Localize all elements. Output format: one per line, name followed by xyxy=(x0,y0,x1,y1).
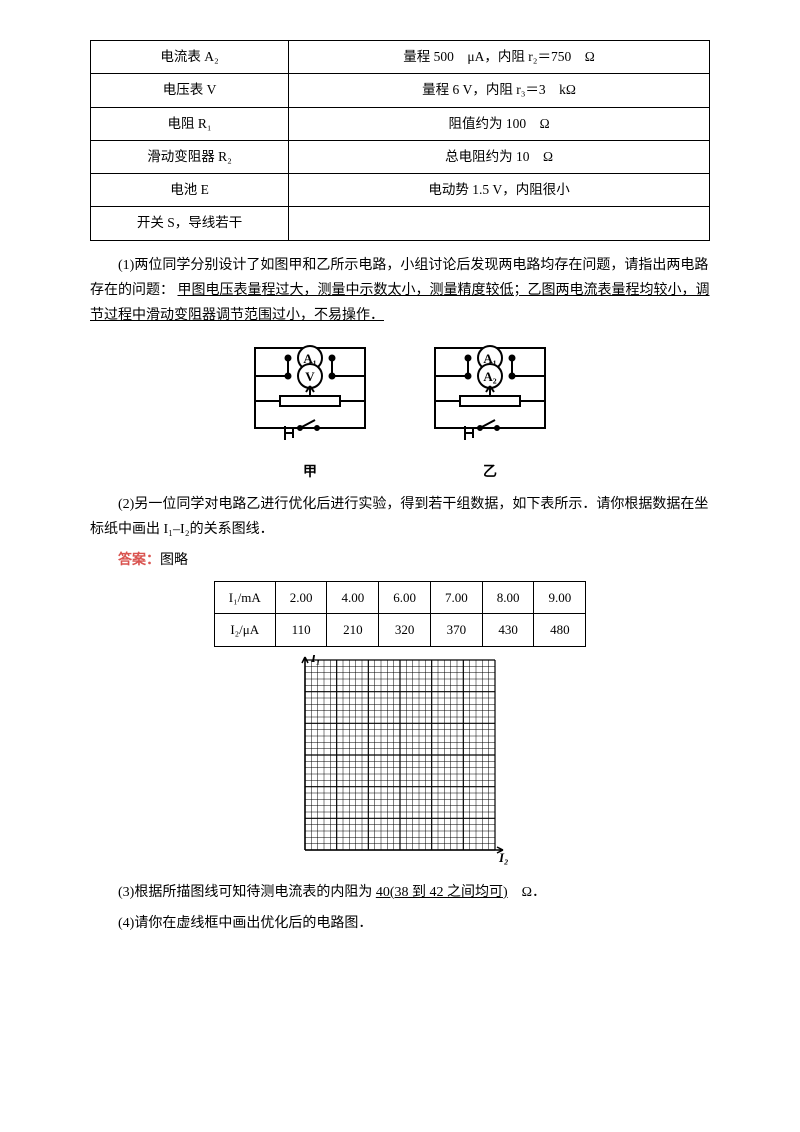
circuit-diagrams: A₁ V 甲 A₁ A₂ 乙 xyxy=(90,338,710,485)
equip-name: 电阻 R₁ xyxy=(91,107,289,140)
equip-spec: 量程 500 μA，内阻 r₂＝750 Ω xyxy=(289,41,710,74)
equipment-table: 电流表 A₂量程 500 μA，内阻 r₂＝750 Ω电压表 V量程 6 V，内… xyxy=(90,40,710,241)
circuit-jia-svg: A₁ V xyxy=(245,338,375,458)
grid-svg: I₁ I₂ xyxy=(285,655,515,870)
equip-name: 电池 E xyxy=(91,174,289,207)
svg-text:I₂: I₂ xyxy=(498,850,509,865)
svg-text:A₁: A₁ xyxy=(483,351,496,366)
graph-grid: I₁ I₂ xyxy=(90,655,710,870)
answer-label: 答案： xyxy=(118,553,160,568)
equip-name: 电压表 V xyxy=(91,74,289,107)
equip-name: 开关 S，导线若干 xyxy=(91,207,289,240)
svg-text:V: V xyxy=(305,369,315,384)
equip-name: 滑动变阻器 R₂ xyxy=(91,140,289,173)
question-4: (4)请你在虚线框中画出优化后的电路图． xyxy=(90,911,710,936)
circuit-yi: A₁ A₂ 乙 xyxy=(425,338,555,485)
q3-underline: 40(38 到 42 之间均可) xyxy=(376,885,508,900)
label-yi: 乙 xyxy=(483,460,497,485)
table-row: 滑动变阻器 R₂总电阻约为 10 Ω xyxy=(91,140,710,173)
answer-2: 答案：图略 xyxy=(90,548,710,573)
q3-text-b: Ω． xyxy=(508,885,546,900)
label-jia: 甲 xyxy=(303,460,317,485)
equip-name: 电流表 A₂ xyxy=(91,41,289,74)
equip-spec: 量程 6 V，内阻 r₃＝3 kΩ xyxy=(289,74,710,107)
table-row: 电流表 A₂量程 500 μA，内阻 r₂＝750 Ω xyxy=(91,41,710,74)
equip-spec: 总电阻约为 10 Ω xyxy=(289,140,710,173)
equip-spec: 电动势 1.5 V，内阻很小 xyxy=(289,174,710,207)
question-1: (1)两位同学分别设计了如图甲和乙所示电路，小组讨论后发现两电路均存在问题，请指… xyxy=(90,253,710,329)
svg-text:I₁: I₁ xyxy=(310,655,321,665)
equip-spec: 阻值约为 100 Ω xyxy=(289,107,710,140)
equip-spec xyxy=(289,207,710,240)
q1-answer-underline: 甲图电压表量程过大，测量中示数太小，测量精度较低；乙图两电流表量程均较小，调节过… xyxy=(90,283,710,323)
answer-2-text: 图略 xyxy=(160,553,188,568)
data-table: I₁/mA2.004.006.007.008.009.00 I₂/μA11021… xyxy=(214,581,586,647)
question-3: (3)根据所描图线可知待测电流表的内阻为 40(38 到 42 之间均可) Ω． xyxy=(90,880,710,905)
table-row: 电压表 V量程 6 V，内阻 r₃＝3 kΩ xyxy=(91,74,710,107)
table-row: 电池 E电动势 1.5 V，内阻很小 xyxy=(91,174,710,207)
table-row: 开关 S，导线若干 xyxy=(91,207,710,240)
circuit-yi-svg: A₁ A₂ xyxy=(425,338,555,458)
question-2: (2)另一位同学对电路乙进行优化后进行实验，得到若干组数据，如下表所示．请你根据… xyxy=(90,492,710,542)
circuit-jia: A₁ V 甲 xyxy=(245,338,375,485)
table-row: 电阻 R₁阻值约为 100 Ω xyxy=(91,107,710,140)
svg-text:A₂: A₂ xyxy=(483,369,496,384)
svg-text:A₁: A₁ xyxy=(303,351,316,366)
q3-text-a: (3)根据所描图线可知待测电流表的内阻为 xyxy=(118,885,376,900)
